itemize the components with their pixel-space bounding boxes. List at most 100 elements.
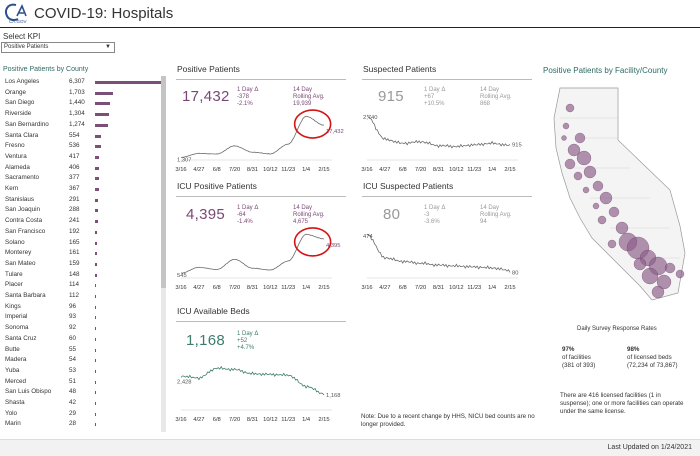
county-value: 55 <box>69 345 77 353</box>
x-tick-label: 10/12 <box>449 285 464 291</box>
x-tick-label: 10/12 <box>263 417 278 423</box>
suspected-patients-chart: 3/16 4/27 6/8 7/20 8/31 10/12 11/23 1/4 2/15 2,74… <box>361 114 522 173</box>
county-row[interactable]: Monterey 161 <box>3 249 163 259</box>
x-tick-label: 2/15 <box>504 167 515 173</box>
x-tick-label: 3/16 <box>175 285 186 291</box>
x-tick-label: 6/8 <box>213 167 221 173</box>
icu-beds-chart: 3/16 4/27 6/8 7/20 8/31 10/12 11/23 1/4 2/15 2,42… <box>175 365 341 423</box>
x-tick-label: 11/23 <box>281 285 295 291</box>
county-row[interactable]: Tulare 148 <box>3 271 163 281</box>
county-name: San Luis Obispo <box>5 388 52 396</box>
county-row[interactable]: Fresno 536 <box>3 142 163 152</box>
county-bar <box>95 198 99 202</box>
beds-count: (72,234 of 73,867) <box>627 362 678 369</box>
county-row[interactable]: Sacramento 377 <box>3 174 163 184</box>
rolling-label-2: Rolling Avg. <box>293 94 325 100</box>
x-tick-label: 11/23 <box>281 417 295 423</box>
county-row[interactable]: Orange 1,703 <box>3 89 163 99</box>
scrollbar-thumb[interactable] <box>161 76 166 288</box>
county-row[interactable]: San Joaquin 288 <box>3 206 163 216</box>
county-name: San Bernardino <box>5 120 49 128</box>
county-row[interactable]: Stanislaus 291 <box>3 196 163 206</box>
county-row[interactable]: Sonoma 92 <box>3 324 163 334</box>
end-value-label: 17,432 <box>326 129 344 135</box>
county-value: 165 <box>69 238 80 246</box>
rolling-label-2: Rolling Avg. <box>480 94 512 100</box>
x-tick-label: 3/16 <box>175 167 186 173</box>
x-tick-label: 8/31 <box>433 167 444 173</box>
county-value: 112 <box>69 292 80 299</box>
county-row[interactable]: Santa Barbara 112 <box>3 292 163 302</box>
california-map[interactable] <box>540 78 695 308</box>
icu-positive-rolling-block: 14 Day Rolling Avg. 4,675 <box>293 205 325 226</box>
county-value: 51 <box>69 377 77 385</box>
county-row[interactable]: Contra Costa 241 <box>3 217 163 227</box>
county-row[interactable]: Los Angeles 6,307 <box>3 78 163 88</box>
facilities-count: (381 of 393) <box>562 362 596 369</box>
county-row[interactable]: Yuba 53 <box>3 367 163 377</box>
county-row[interactable]: Ventura 417 <box>3 153 163 163</box>
icu-positive-chart: 3/16 4/27 6/8 7/20 8/31 10/12 11/23 1/4 2/15 545 4… <box>175 227 341 291</box>
county-row[interactable]: San Bernardino 1,274 <box>3 121 163 131</box>
header: CA.GOV COVID-19: Hospitals <box>0 0 700 28</box>
rolling-label-1: 14 Day <box>293 205 313 211</box>
county-row[interactable]: Marin 28 <box>3 420 163 430</box>
x-tick-label: 7/20 <box>415 167 426 173</box>
icu-positive-delta-block: 1 Day Δ -64 -1.4% <box>237 205 258 226</box>
series-line <box>366 114 511 149</box>
x-tick-label: 4/27 <box>193 285 204 291</box>
county-row[interactable]: San Francisco 192 <box>3 228 163 238</box>
x-tick-label: 11/23 <box>467 167 481 173</box>
county-name: Shasta <box>5 399 25 406</box>
county-row[interactable]: Kern 367 <box>3 185 163 195</box>
county-bar <box>95 316 96 320</box>
start-value-label: 2,740 <box>363 115 378 121</box>
county-row[interactable]: Merced 51 <box>3 378 163 388</box>
x-tick-label: 4/27 <box>193 417 204 423</box>
icu-suspected-rolling-block: 14 Day Rolling Avg. 94 <box>480 205 512 226</box>
county-row[interactable]: Solano 165 <box>3 239 163 249</box>
beds-label: of licensed beds <box>627 354 672 361</box>
facilities-pct: 97% <box>562 346 575 353</box>
ca-gov-logo-icon[interactable]: CA.GOV <box>3 2 29 24</box>
start-value-label: 474 <box>363 234 373 240</box>
county-row[interactable]: Madera 54 <box>3 356 163 366</box>
county-bar <box>95 380 96 384</box>
x-tick-label: 11/23 <box>467 285 481 291</box>
rolling-label-1: 14 Day <box>480 87 500 93</box>
county-bar <box>95 91 113 95</box>
county-row[interactable]: Santa Cruz 60 <box>3 335 163 345</box>
county-row[interactable]: Riverside 1,304 <box>3 110 163 120</box>
county-row[interactable]: Placer 114 <box>3 281 163 291</box>
x-tick-label: 2/15 <box>318 285 329 291</box>
county-name: Santa Barbara <box>5 292 46 299</box>
county-value: 54 <box>69 356 77 364</box>
county-value: 42 <box>69 399 77 406</box>
x-tick-label: 10/12 <box>263 167 278 173</box>
county-row[interactable]: San Luis Obispo 48 <box>3 388 163 398</box>
icu-positive-value: 4,395 <box>186 206 226 223</box>
x-tick-label: 1/4 <box>302 167 311 173</box>
county-row[interactable]: Butte 55 <box>3 346 163 356</box>
county-row[interactable]: San Mateo 159 <box>3 260 163 270</box>
county-value: 29 <box>69 409 77 417</box>
delta-pct: -1.4% <box>237 219 253 225</box>
county-bar <box>95 81 161 84</box>
county-row[interactable]: Shasta 42 <box>3 399 163 409</box>
county-name: Placer <box>5 281 23 289</box>
county-name: Madera <box>5 356 27 364</box>
chevron-down-icon: ▼ <box>105 44 111 50</box>
suspected-patients-value: 915 <box>378 88 404 105</box>
icu-beds-delta-block: 1 Day Δ +52 +4.7% <box>237 331 258 352</box>
kpi-select[interactable]: Positive Patients ▼ <box>1 42 115 53</box>
footer: Last Updated on 1/24/2021 <box>0 439 700 456</box>
county-row[interactable]: San Diego 1,440 <box>3 99 163 109</box>
county-row[interactable]: Alameda 406 <box>3 164 163 174</box>
county-row[interactable]: Kings 96 <box>3 303 163 313</box>
county-row[interactable]: Imperial 93 <box>3 313 163 323</box>
county-row[interactable]: Santa Clara 554 <box>3 132 163 142</box>
county-name: Tulare <box>5 270 23 278</box>
county-row[interactable]: Yolo 29 <box>3 410 163 420</box>
x-tick-label: 7/20 <box>229 417 240 423</box>
positive-rolling-block: 14 Day Rolling Avg. 19,939 <box>293 87 325 108</box>
